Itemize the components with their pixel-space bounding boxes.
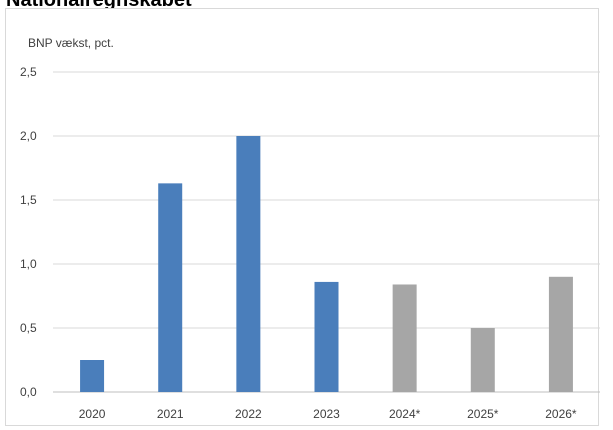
x-tick-label: 2026* [545, 407, 577, 421]
x-tick-label: 2024* [389, 407, 421, 421]
y-tick-label: 0,0 [20, 385, 37, 399]
y-axis-label: BNP vækst, pct. [28, 36, 114, 50]
chart-frame [5, 8, 599, 426]
bar-2020 [80, 360, 105, 392]
cut-off-title: Nationalregnskabet [6, 0, 192, 11]
y-tick-label: 2,5 [20, 65, 37, 79]
y-tick-label: 2,0 [20, 129, 37, 143]
bar-2024-forecast [392, 284, 417, 392]
bar-2023 [314, 281, 339, 392]
x-tick-label: 2020 [79, 407, 106, 421]
y-tick-label: 1,5 [20, 193, 37, 207]
x-tick-label: 2023 [313, 407, 340, 421]
y-tick-label: 1,0 [20, 257, 37, 271]
bar-2026-forecast [548, 276, 573, 392]
bars [80, 136, 573, 392]
bar-2021 [158, 183, 183, 392]
bar-2025-forecast [470, 328, 495, 392]
x-tick-label: 2025* [467, 407, 499, 421]
y-tick-labels: 0,0 0,5 1,0 1,5 2,0 2,5 [20, 65, 37, 399]
x-tick-label: 2021 [157, 407, 184, 421]
y-tick-label: 0,5 [20, 321, 37, 335]
bar-2022 [236, 136, 261, 392]
x-tick-labels: 2020 2021 2022 2023 2024* 2025* 2026* [79, 407, 577, 421]
x-tick-label: 2022 [235, 407, 262, 421]
